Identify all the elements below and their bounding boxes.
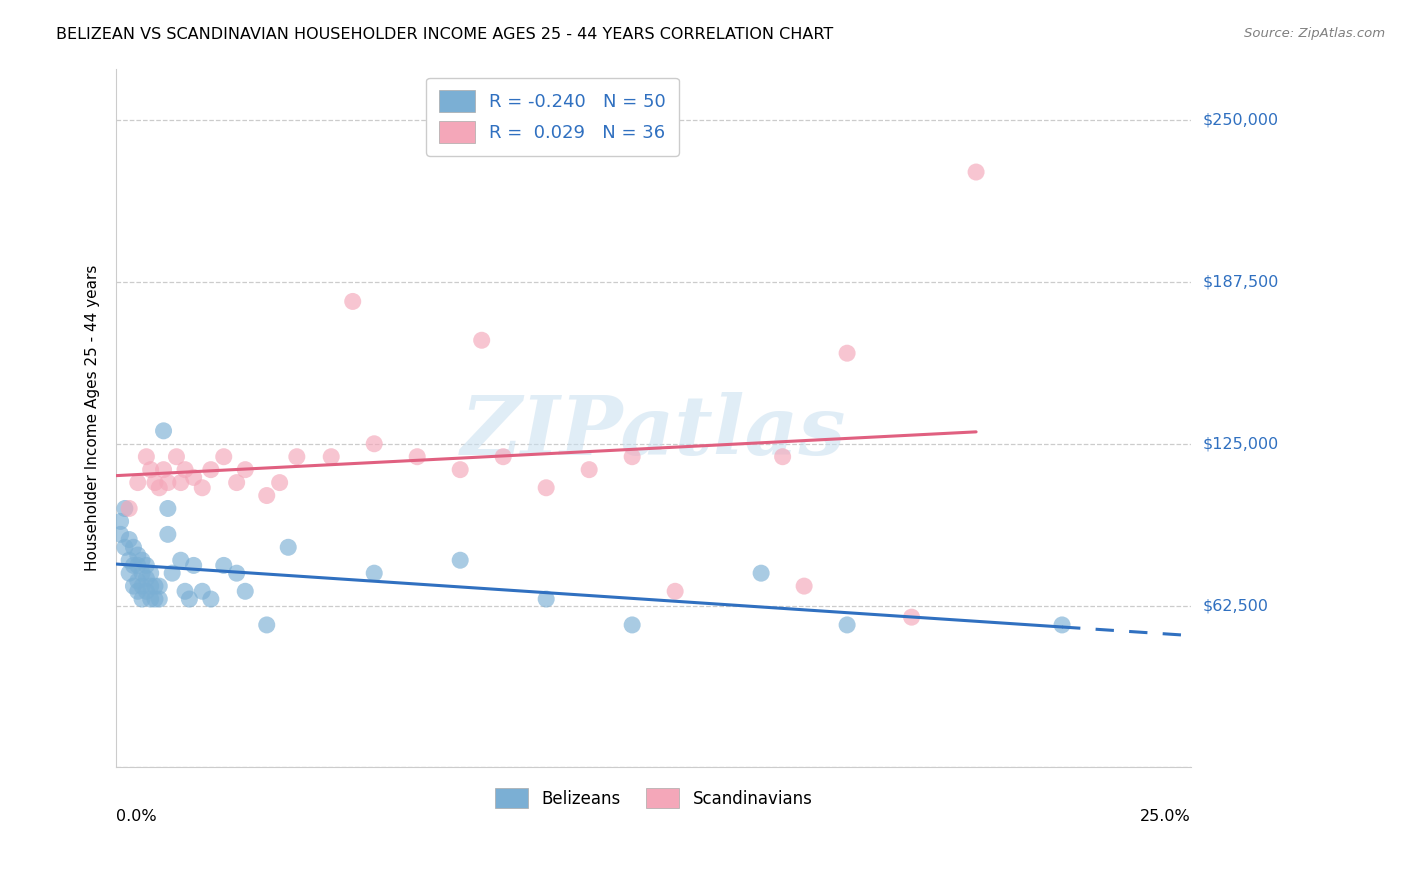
Point bbox=[135, 584, 157, 599]
Point bbox=[900, 610, 922, 624]
Point bbox=[110, 527, 132, 541]
Point bbox=[1050, 618, 1073, 632]
Point bbox=[110, 515, 132, 529]
Point bbox=[621, 450, 644, 464]
Point bbox=[122, 579, 145, 593]
Point bbox=[835, 618, 858, 632]
Point bbox=[200, 463, 222, 477]
Point bbox=[621, 618, 644, 632]
Point bbox=[179, 592, 201, 607]
Point bbox=[183, 470, 205, 484]
Point bbox=[139, 592, 162, 607]
Point bbox=[664, 584, 686, 599]
Point bbox=[183, 558, 205, 573]
Point bbox=[131, 553, 153, 567]
Point bbox=[114, 541, 136, 555]
Point bbox=[492, 450, 515, 464]
Point bbox=[363, 437, 385, 451]
Point bbox=[139, 579, 162, 593]
Point bbox=[965, 165, 987, 179]
Point bbox=[363, 566, 385, 581]
Point bbox=[166, 450, 188, 464]
Text: Source: ZipAtlas.com: Source: ZipAtlas.com bbox=[1244, 27, 1385, 40]
Text: 0.0%: 0.0% bbox=[117, 809, 157, 824]
Point bbox=[321, 450, 343, 464]
Point bbox=[127, 574, 149, 588]
Point bbox=[233, 584, 256, 599]
Point bbox=[225, 566, 247, 581]
Point bbox=[277, 541, 299, 555]
Point bbox=[135, 571, 157, 585]
Point bbox=[152, 424, 174, 438]
Point bbox=[225, 475, 247, 490]
Point bbox=[449, 463, 471, 477]
Point bbox=[835, 346, 858, 360]
Point bbox=[143, 579, 166, 593]
Point bbox=[578, 463, 600, 477]
Point bbox=[534, 592, 557, 607]
Point bbox=[156, 475, 179, 490]
Point bbox=[148, 481, 170, 495]
Point bbox=[156, 501, 179, 516]
Point bbox=[256, 618, 278, 632]
Point bbox=[148, 579, 170, 593]
Point bbox=[256, 489, 278, 503]
Point bbox=[285, 450, 308, 464]
Point bbox=[127, 548, 149, 562]
Point bbox=[139, 463, 162, 477]
Point bbox=[148, 592, 170, 607]
Point bbox=[118, 501, 141, 516]
Point bbox=[170, 475, 193, 490]
Point bbox=[269, 475, 291, 490]
Point bbox=[174, 584, 197, 599]
Point bbox=[127, 475, 149, 490]
Point bbox=[160, 566, 183, 581]
Point bbox=[143, 475, 166, 490]
Point bbox=[118, 533, 141, 547]
Text: $125,000: $125,000 bbox=[1202, 436, 1278, 451]
Point bbox=[170, 553, 193, 567]
Point bbox=[772, 450, 794, 464]
Point bbox=[200, 592, 222, 607]
Point bbox=[127, 584, 149, 599]
Point bbox=[534, 481, 557, 495]
Point bbox=[793, 579, 815, 593]
Point bbox=[212, 450, 235, 464]
Point bbox=[131, 592, 153, 607]
Text: $250,000: $250,000 bbox=[1202, 112, 1278, 128]
Point bbox=[471, 333, 494, 347]
Point bbox=[233, 463, 256, 477]
Point bbox=[143, 592, 166, 607]
Point bbox=[135, 450, 157, 464]
Legend: Belizeans, Scandinavians: Belizeans, Scandinavians bbox=[488, 781, 820, 814]
Point bbox=[342, 294, 364, 309]
Point bbox=[449, 553, 471, 567]
Point bbox=[174, 463, 197, 477]
Point bbox=[191, 481, 214, 495]
Y-axis label: Householder Income Ages 25 - 44 years: Householder Income Ages 25 - 44 years bbox=[86, 265, 100, 571]
Point bbox=[406, 450, 429, 464]
Point bbox=[118, 553, 141, 567]
Text: $62,500: $62,500 bbox=[1202, 598, 1268, 613]
Point bbox=[131, 566, 153, 581]
Point bbox=[749, 566, 772, 581]
Point bbox=[135, 558, 157, 573]
Point bbox=[191, 584, 214, 599]
Text: BELIZEAN VS SCANDINAVIAN HOUSEHOLDER INCOME AGES 25 - 44 YEARS CORRELATION CHART: BELIZEAN VS SCANDINAVIAN HOUSEHOLDER INC… bbox=[56, 27, 834, 42]
Point bbox=[122, 558, 145, 573]
Point bbox=[152, 463, 174, 477]
Point bbox=[131, 579, 153, 593]
Text: 25.0%: 25.0% bbox=[1140, 809, 1191, 824]
Text: $187,500: $187,500 bbox=[1202, 275, 1278, 290]
Point bbox=[156, 527, 179, 541]
Point bbox=[114, 501, 136, 516]
Point bbox=[212, 558, 235, 573]
Text: ZIPatlas: ZIPatlas bbox=[461, 392, 846, 472]
Point bbox=[118, 566, 141, 581]
Point bbox=[122, 541, 145, 555]
Point bbox=[127, 558, 149, 573]
Point bbox=[139, 566, 162, 581]
